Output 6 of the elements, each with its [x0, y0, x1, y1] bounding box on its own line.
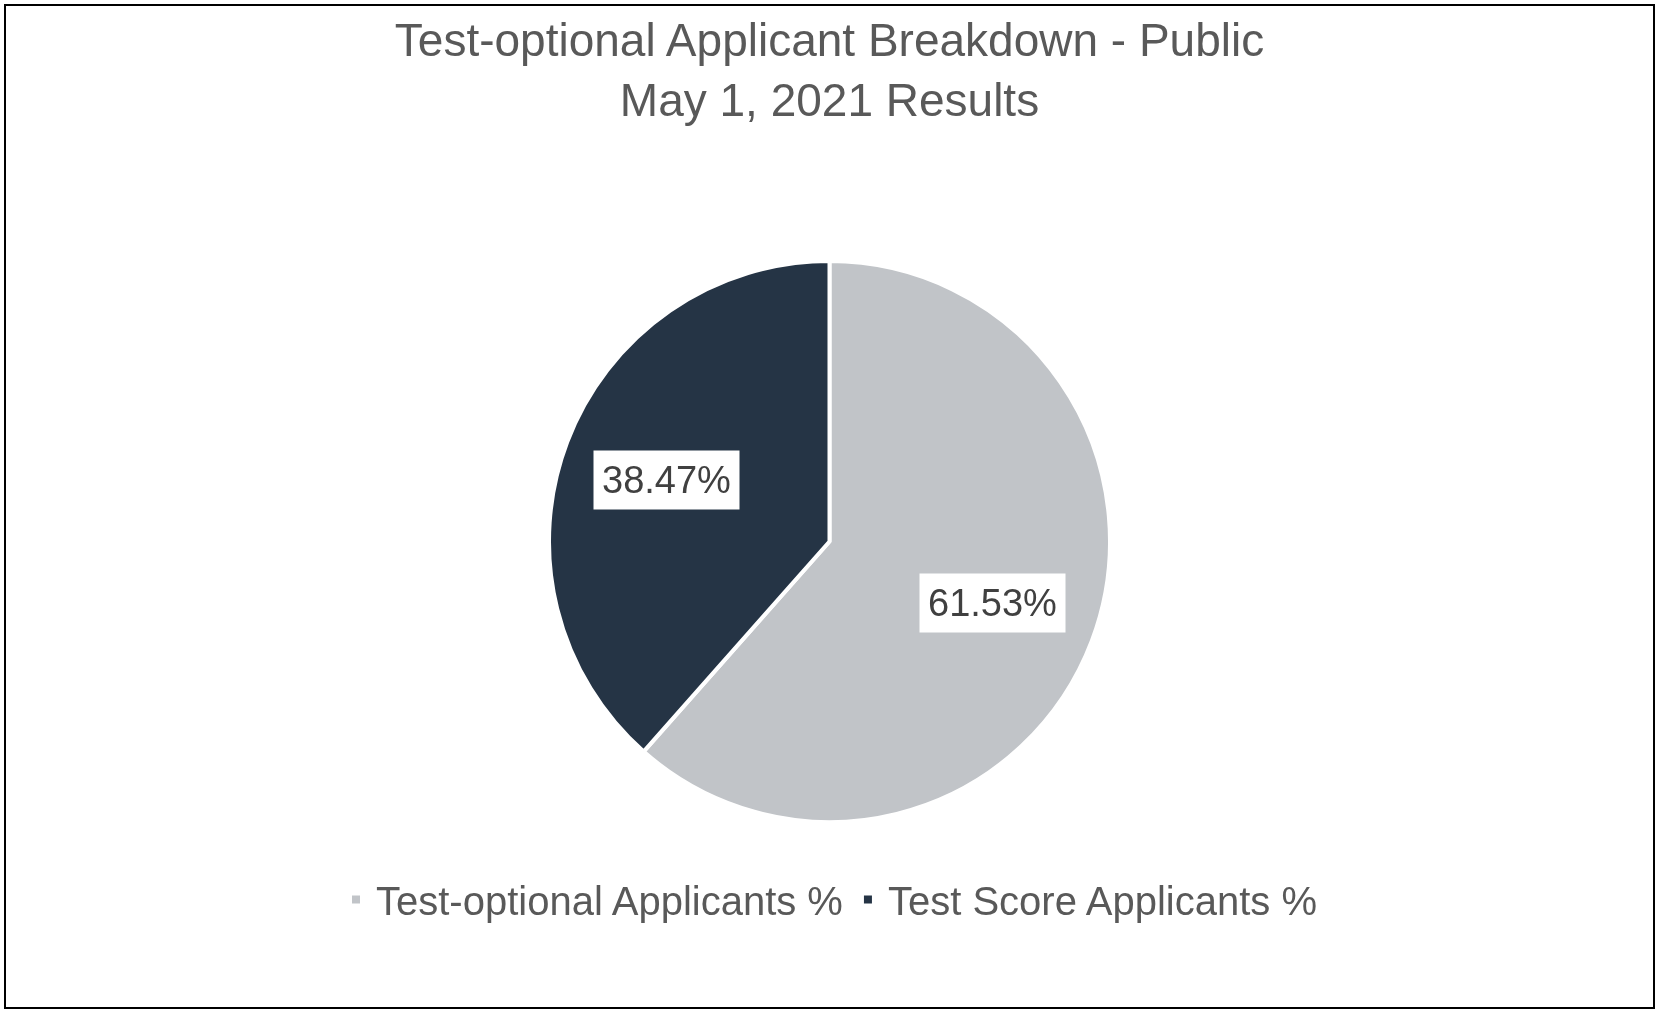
legend-label: Test-optional Applicants %: [376, 878, 843, 923]
legend-label: Test Score Applicants %: [887, 878, 1318, 923]
data-label: 61.53%: [928, 582, 1057, 624]
chart-subtitle: May 1, 2021 Results: [619, 73, 1040, 126]
data-label: 38.47%: [602, 459, 731, 501]
chart-title: Test-optional Applicant Breakdown - Public: [394, 14, 1265, 66]
